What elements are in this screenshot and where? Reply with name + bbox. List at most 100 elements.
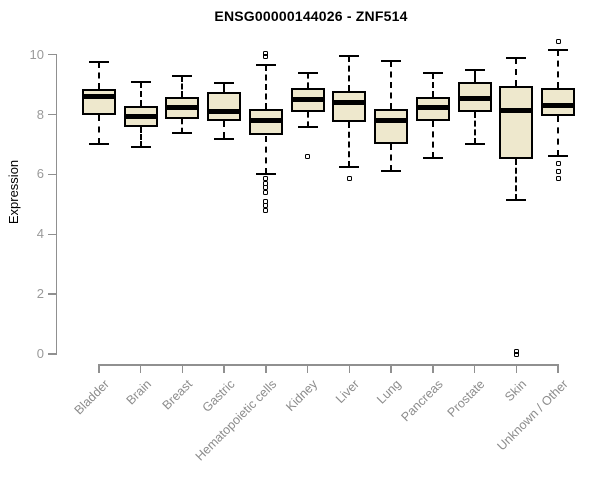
outlier-unknown-other [555, 38, 561, 44]
upper-whisker-cap-hematopoietic-cells [255, 64, 276, 67]
x-axis-line [98, 364, 559, 366]
upper-whisker-bladder [98, 62, 100, 90]
outlier-unknown-other [555, 168, 561, 174]
upper-whisker-cap-liver [339, 55, 360, 58]
x-axis-tick [432, 364, 434, 373]
box-liver [332, 90, 367, 123]
x-tick-label: Brain [123, 377, 154, 408]
lower-whisker-lung [390, 144, 393, 172]
lower-whisker-cap-gastric [214, 137, 235, 140]
lower-whisker-cap-prostate [464, 143, 485, 146]
upper-whisker-brain [139, 81, 142, 106]
lower-whisker-liver [348, 122, 351, 167]
upper-whisker-cap-bladder [89, 61, 109, 64]
x-tick-label: Hematopoietic cells [192, 377, 279, 464]
y-axis-tick [47, 113, 56, 116]
box-bladder [82, 89, 116, 115]
box-unknown-other [541, 87, 576, 117]
upper-whisker-cap-gastric [214, 82, 235, 85]
upper-whisker-lung [390, 60, 393, 109]
y-tick-label: 10 [29, 46, 44, 62]
upper-whisker-cap-lung [381, 59, 402, 62]
upper-whisker-liver [348, 56, 351, 91]
lower-whisker-kidney [306, 111, 309, 127]
x-tick-label: Skin [502, 377, 530, 405]
x-tick-label: Breast [159, 377, 196, 413]
y-tick-label: 6 [36, 166, 44, 182]
upper-whisker-gastric [223, 83, 226, 93]
median-prostate [457, 95, 492, 101]
outlier-hematopoietic-cells [263, 207, 269, 213]
y-axis-tick [47, 233, 56, 236]
x-axis-tick [139, 364, 142, 373]
median-kidney [290, 97, 325, 103]
outlier-unknown-other [555, 161, 561, 167]
lower-whisker-cap-brain [130, 146, 151, 149]
x-tick-label: Pancreas [398, 377, 446, 425]
x-tick-label: Kidney [283, 377, 321, 414]
upper-whisker-pancreas [431, 72, 434, 97]
lower-whisker-cap-liver [339, 165, 360, 168]
outlier-hematopoietic-cells [263, 189, 269, 195]
box-gastric [207, 92, 242, 121]
lower-whisker-cap-kidney [297, 125, 318, 128]
lower-whisker-cap-unknown-other [548, 155, 569, 158]
upper-whisker-cap-pancreas [422, 71, 443, 74]
lower-whisker-cap-pancreas [422, 156, 443, 159]
outlier-hematopoietic-cells [263, 50, 269, 56]
lower-whisker-bladder [98, 114, 100, 145]
x-axis-tick [98, 364, 100, 373]
box-skin [499, 86, 534, 160]
upper-whisker-cap-skin [506, 56, 527, 59]
outlier-kidney [305, 153, 311, 159]
median-hematopoietic-cells [248, 118, 283, 124]
x-axis-tick [265, 364, 267, 373]
x-tick-label: Prostate [444, 377, 488, 420]
y-axis-tick [47, 353, 56, 355]
lower-whisker-hematopoietic-cells [264, 135, 267, 175]
x-tick-label: Bladder [71, 377, 112, 418]
lower-whisker-cap-bladder [89, 143, 109, 146]
upper-whisker-cap-kidney [297, 71, 318, 74]
lower-whisker-cap-hematopoietic-cells [255, 173, 276, 176]
x-axis-tick [181, 364, 184, 373]
lower-whisker-breast [181, 119, 184, 133]
upper-whisker-hematopoietic-cells [264, 65, 267, 109]
chart-title: ENSG00000144026 - ZNF514 [214, 8, 408, 24]
y-axis-line [55, 54, 57, 355]
upper-whisker-cap-prostate [464, 68, 485, 71]
lower-whisker-skin [515, 159, 518, 200]
x-axis-tick [390, 364, 392, 373]
y-tick-label: 0 [36, 346, 44, 361]
x-tick-label: Liver [333, 377, 363, 407]
upper-whisker-cap-brain [130, 80, 151, 83]
upper-whisker-breast [181, 75, 184, 97]
y-axis-tick [47, 173, 56, 176]
x-axis-tick [348, 364, 351, 373]
x-axis-tick [557, 364, 559, 373]
x-axis-tick [515, 364, 518, 373]
y-axis-tick [47, 53, 56, 56]
x-axis-tick [223, 364, 225, 373]
outlier-skin [513, 351, 519, 357]
upper-whisker-cap-unknown-other [548, 49, 569, 52]
x-axis-tick [306, 364, 309, 373]
outlier-liver [346, 176, 352, 182]
y-tick-label: 4 [36, 226, 44, 242]
x-tick-label: Gastric [199, 377, 238, 415]
median-lung [374, 118, 409, 124]
outlier-hematopoietic-cells [263, 53, 269, 59]
y-tick-label: 8 [36, 106, 44, 122]
outlier-unknown-other [555, 176, 561, 182]
lower-whisker-cap-skin [506, 198, 527, 201]
upper-whisker-cap-breast [172, 74, 193, 77]
lower-whisker-cap-lung [381, 170, 402, 173]
upper-whisker-prostate [473, 69, 476, 82]
median-bladder [82, 94, 116, 100]
x-tick-label: Lung [374, 377, 405, 407]
median-liver [332, 100, 367, 106]
median-brain [123, 113, 158, 119]
upper-whisker-kidney [306, 72, 309, 88]
upper-whisker-skin [515, 57, 518, 87]
lower-whisker-prostate [473, 111, 476, 145]
